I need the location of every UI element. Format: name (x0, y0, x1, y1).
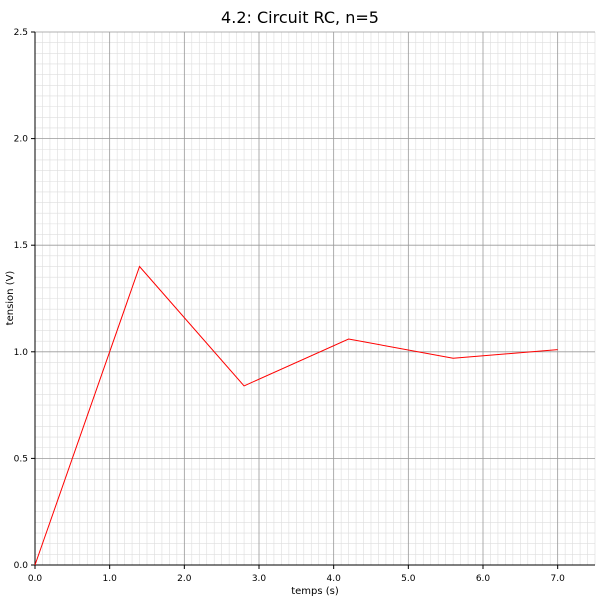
y-tick-label: 2.5 (14, 28, 28, 38)
minor-grid (35, 32, 596, 565)
x-tick-label: 6.0 (476, 574, 491, 584)
x-tick-label: 5.0 (401, 574, 416, 584)
x-tick-label: 1.0 (103, 574, 118, 584)
y-tick-label: 1.0 (14, 348, 29, 358)
major-grid (35, 31, 595, 565)
y-tick-label: 1.5 (14, 241, 28, 251)
x-tick-label: 4.0 (327, 574, 342, 584)
series-layer (34, 265, 558, 566)
x-tick-label: 7.0 (551, 574, 566, 584)
y-tick-labels: 0.0 0.5 1.0 1.5 2.0 2.5 (14, 28, 35, 571)
y-tick-label: 0.5 (14, 454, 28, 464)
y-tick-label: 0.0 (14, 561, 29, 571)
x-tick-label: 2.0 (177, 574, 192, 584)
y-axis-label: tension (V) (5, 271, 16, 326)
y-tick-label: 2.0 (14, 135, 29, 145)
chart-title: 4.2: Circuit RC, n=5 (221, 8, 379, 27)
series-line (34, 265, 558, 566)
x-tick-label: 0.0 (28, 574, 43, 584)
x-axis-label: temps (s) (291, 586, 339, 597)
x-tick-label: 3.0 (252, 574, 267, 584)
x-tick-labels: 0.0 1.0 2.0 3.0 4.0 5.0 6.0 7.0 (28, 565, 565, 584)
